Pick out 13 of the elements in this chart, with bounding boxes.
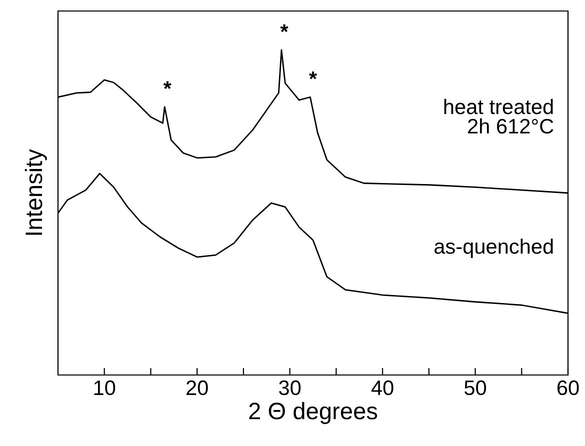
- text: heat treated 2h 612°C: [444, 98, 554, 134]
- x-tick-label: 40: [371, 380, 394, 396]
- series-label: as-quenched: [434, 238, 553, 258]
- x-tick-label: 60: [557, 380, 579, 396]
- x-tick-label: 20: [186, 380, 208, 396]
- annotation: *: [280, 24, 288, 32]
- annotation: *: [163, 81, 172, 90]
- annotation: *: [309, 72, 318, 80]
- x-axis-title: 2 Θ degrees: [249, 402, 378, 424]
- x-tick-label: 10: [94, 380, 116, 396]
- y-axis-title: Intensity: [24, 149, 47, 235]
- x-tick-label: 30: [279, 380, 301, 396]
- x-tick-label: 50: [464, 380, 486, 396]
